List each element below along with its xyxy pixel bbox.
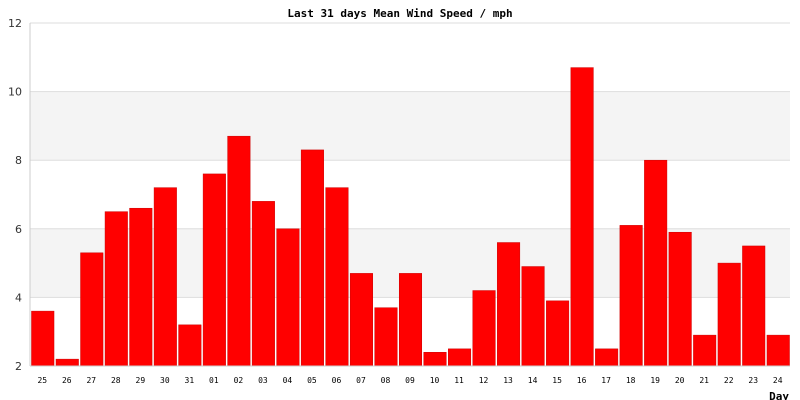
x-tick-label: 13 bbox=[503, 376, 513, 385]
bars bbox=[31, 67, 790, 367]
x-tick-label: 08 bbox=[381, 376, 391, 385]
x-tick-label: 26 bbox=[62, 376, 72, 385]
bar-16 bbox=[570, 67, 594, 367]
x-tick-label: 04 bbox=[283, 376, 293, 385]
bar-21 bbox=[693, 334, 717, 367]
x-tick-label: 01 bbox=[209, 376, 219, 385]
bar-13 bbox=[497, 242, 521, 367]
bar-12 bbox=[472, 290, 496, 367]
bar-17 bbox=[595, 348, 619, 367]
y-axis-ticks: 2 4 6 8 10 12 bbox=[8, 17, 22, 373]
x-tick-label: 12 bbox=[479, 376, 489, 385]
bar-14 bbox=[521, 266, 545, 367]
bar-30 bbox=[153, 187, 177, 367]
x-tick-label: 24 bbox=[773, 376, 783, 385]
x-tick-label: 31 bbox=[185, 376, 195, 385]
x-tick-label: 17 bbox=[601, 376, 611, 385]
x-tick-label: 23 bbox=[748, 376, 758, 385]
bar-11 bbox=[448, 348, 472, 367]
bar-26 bbox=[55, 358, 79, 367]
x-tick-label: 25 bbox=[37, 376, 47, 385]
x-tick-label: 19 bbox=[650, 376, 660, 385]
x-tick-label: 15 bbox=[552, 376, 562, 385]
grid-band bbox=[30, 91, 790, 161]
bar-24 bbox=[766, 334, 790, 367]
bar-20 bbox=[668, 231, 692, 367]
bar-23 bbox=[742, 245, 766, 367]
bar-08 bbox=[374, 307, 398, 367]
bar-06 bbox=[325, 187, 349, 367]
x-tick-label: 21 bbox=[699, 376, 709, 385]
bar-31 bbox=[178, 324, 202, 367]
x-tick-label: 10 bbox=[430, 376, 440, 385]
bar-29 bbox=[129, 207, 153, 367]
x-tick-label: 09 bbox=[405, 376, 415, 385]
bar-04 bbox=[276, 228, 300, 367]
bar-01 bbox=[202, 173, 226, 367]
bar-03 bbox=[251, 201, 275, 367]
bar-05 bbox=[300, 149, 324, 367]
bar-09 bbox=[398, 273, 423, 367]
chart-title: Last 31 days Mean Wind Speed / mph bbox=[287, 7, 512, 20]
bar-22 bbox=[717, 262, 741, 367]
x-tick-label: 02 bbox=[234, 376, 244, 385]
x-tick-label: 27 bbox=[86, 376, 96, 385]
x-tick-label: 28 bbox=[111, 376, 121, 385]
y-tick-label: 2 bbox=[15, 360, 22, 373]
x-tick-label: 29 bbox=[136, 376, 146, 385]
y-tick-label: 8 bbox=[15, 154, 22, 167]
x-tick-label: 18 bbox=[626, 376, 636, 385]
bar-27 bbox=[80, 252, 104, 367]
bar-07 bbox=[349, 273, 373, 367]
x-tick-label: 16 bbox=[577, 376, 587, 385]
x-tick-label: 14 bbox=[528, 376, 538, 385]
x-tick-label: 03 bbox=[258, 376, 268, 385]
y-tick-label: 6 bbox=[15, 223, 22, 236]
x-axis-ticks: 25 26 27 28 29 30 31 01 02 03 04 05 06 07 08 09 10 11 12 13… bbox=[37, 376, 782, 385]
x-tick-label: 20 bbox=[675, 376, 685, 385]
y-tick-label: 4 bbox=[15, 291, 22, 304]
bar-18 bbox=[619, 225, 643, 367]
bar-10 bbox=[423, 352, 447, 367]
bar-19 bbox=[644, 159, 668, 367]
x-tick-label: 30 bbox=[160, 376, 170, 385]
bar-28 bbox=[104, 211, 128, 367]
x-tick-label: 22 bbox=[724, 376, 734, 385]
x-tick-label: 06 bbox=[332, 376, 342, 385]
plot-frame bbox=[29, 23, 790, 367]
x-axis-label: Day bbox=[769, 390, 789, 400]
bar-02 bbox=[227, 135, 251, 367]
bar-25 bbox=[31, 310, 55, 367]
bar-15 bbox=[546, 300, 570, 367]
y-tick-label: 10 bbox=[8, 86, 22, 99]
x-tick-label: 07 bbox=[356, 376, 366, 385]
y-tick-label: 12 bbox=[8, 17, 22, 30]
x-tick-label: 05 bbox=[307, 376, 317, 385]
x-tick-label: 11 bbox=[454, 376, 464, 385]
